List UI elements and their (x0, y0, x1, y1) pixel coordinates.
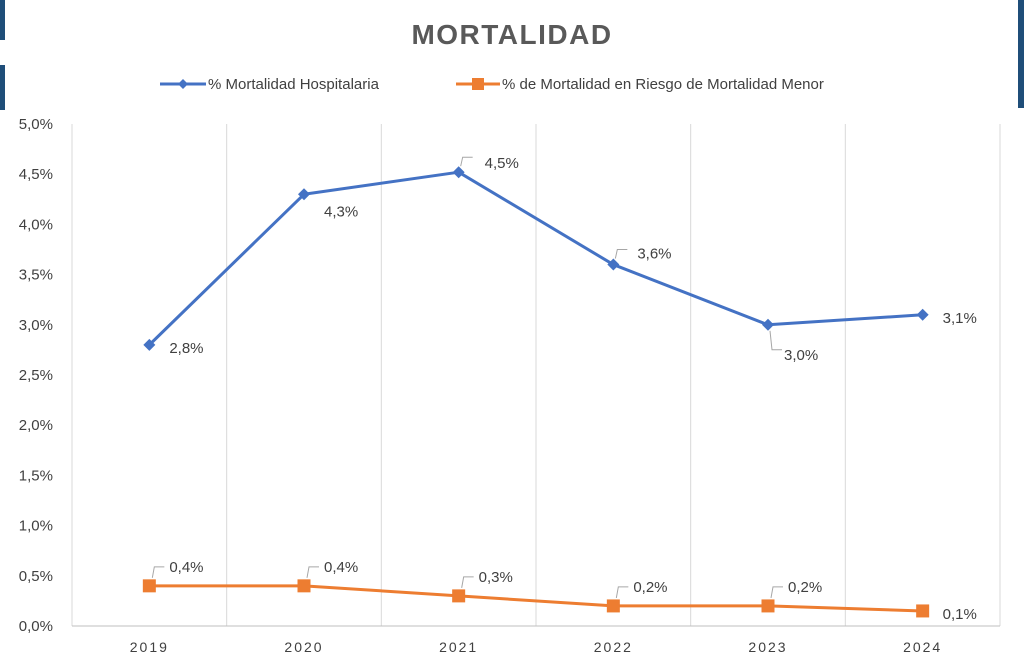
y-tick-label: 1,0% (19, 518, 53, 535)
data-label-leader (151, 566, 165, 578)
data-point (606, 599, 620, 613)
series-line (149, 584, 923, 613)
data-point (916, 604, 930, 618)
data-label: 0,4% (169, 559, 203, 576)
data-label-leader (770, 586, 783, 599)
series-line (148, 170, 923, 346)
y-tick-label: 3,5% (19, 267, 53, 284)
data-label-leader (769, 330, 782, 351)
x-tick-label: 2021 (439, 639, 478, 655)
x-tick-label: 2024 (903, 639, 942, 655)
y-tick-label: 0,0% (19, 618, 53, 635)
data-label-leader (461, 576, 474, 588)
x-tick-label: 2019 (130, 639, 169, 655)
legend-entry-label: % Mortalidad Hospitalaria (208, 76, 380, 93)
data-point (607, 258, 620, 271)
data-label: 0,2% (788, 579, 822, 596)
y-tick-label: 5,0% (19, 116, 53, 133)
data-label: 4,5% (485, 155, 519, 172)
frame-accent-strip (0, 65, 5, 110)
y-tick-label: 4,5% (19, 166, 53, 183)
data-point (916, 308, 929, 321)
data-point (452, 166, 465, 179)
data-label: 0,4% (324, 559, 358, 576)
data-point (297, 579, 311, 593)
data-point (452, 589, 466, 603)
data-point (761, 599, 775, 613)
data-label: 0,1% (943, 606, 977, 623)
data-label-leader (614, 249, 628, 259)
data-label: 0,2% (633, 579, 667, 596)
data-label: 2,8% (169, 340, 203, 357)
x-tick-label: 2022 (594, 639, 633, 655)
frame-accent-strip (0, 0, 5, 40)
y-tick-label: 2,0% (19, 417, 53, 434)
y-tick-label: 0,5% (19, 568, 53, 585)
frame-accent-strip (1018, 0, 1024, 108)
data-label: 3,0% (784, 347, 818, 364)
data-label: 3,1% (943, 310, 977, 327)
y-tick-label: 4,0% (19, 216, 53, 233)
legend-marker (178, 79, 188, 89)
data-label: 3,6% (637, 246, 671, 263)
y-tick-label: 2,5% (19, 367, 53, 384)
y-tick-label: 3,0% (19, 317, 53, 334)
chart-title: MORTALIDAD (411, 19, 612, 50)
x-tick-label: 2020 (284, 639, 323, 655)
data-label: 4,3% (324, 203, 358, 220)
data-label-leader (460, 156, 473, 167)
x-tick-label: 2023 (748, 639, 787, 655)
data-point (762, 318, 774, 331)
data-point (142, 579, 156, 593)
data-point (143, 338, 156, 351)
legend-marker (472, 78, 484, 90)
legend-entry-label: % de Mortalidad en Riesgo de Mortalidad … (502, 76, 824, 93)
data-point (298, 188, 310, 201)
data-label: 0,3% (479, 569, 513, 586)
data-label-leader (615, 586, 629, 599)
data-label-leader (306, 566, 319, 578)
y-tick-label: 1,5% (19, 467, 53, 484)
